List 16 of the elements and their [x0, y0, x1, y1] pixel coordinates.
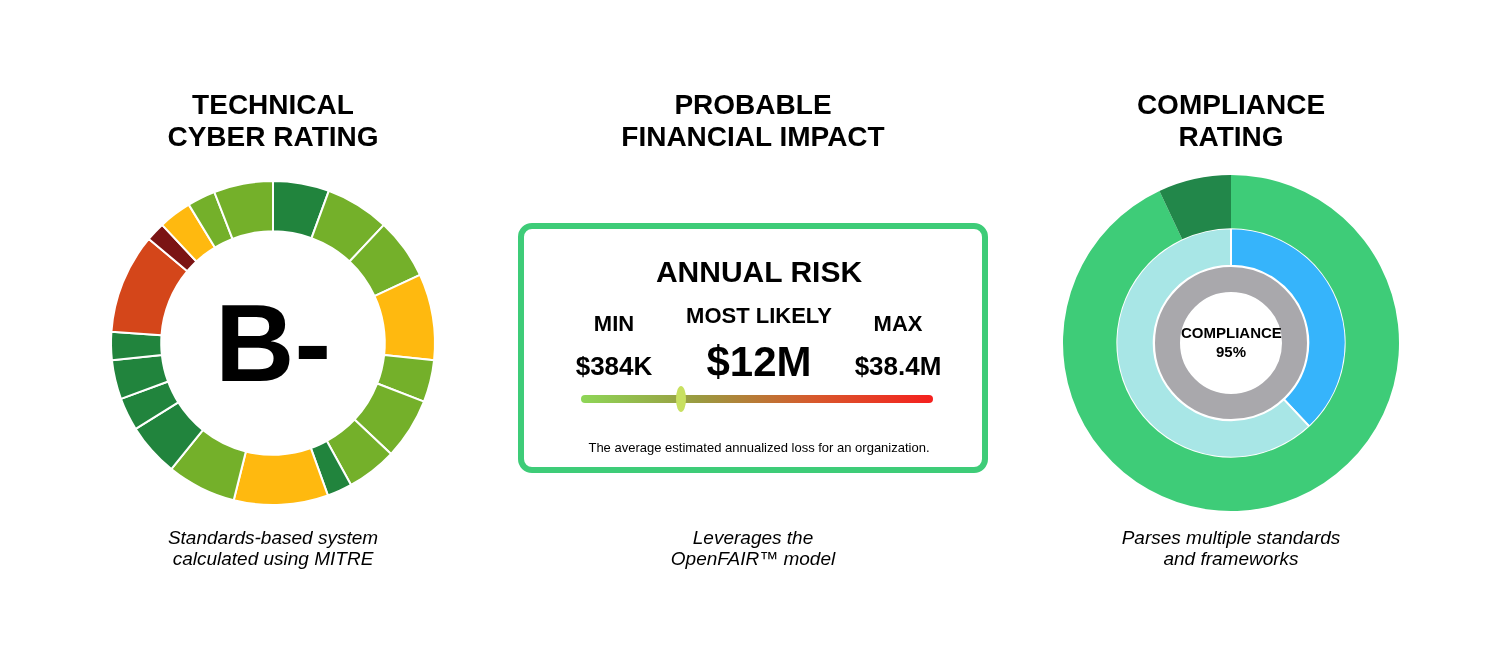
- text: Standards-based system calculated using MITRE: [166, 527, 380, 570]
- text: MIN: [593, 311, 635, 337]
- text: Parses multiple standards and frameworks: [1120, 527, 1342, 570]
- text: $12M: [706, 338, 812, 386]
- text: $384K: [575, 350, 653, 382]
- text: COMPLIANCE 95%: [1181, 324, 1282, 362]
- text: MOST LIKELY: [686, 303, 832, 329]
- chart-title: TECHNICAL CYBER RATING: [166, 88, 380, 154]
- text: B-: [214, 281, 332, 404]
- text: Leverages the OpenFAIR™ model: [669, 527, 837, 570]
- text: $38.4M: [854, 350, 942, 382]
- text: The average estimated annualized loss for an organization.: [588, 439, 930, 455]
- chart-title: COMPLIANCE RATING: [1135, 88, 1327, 154]
- text: PROBABLE FINANCIAL IMPACT: [620, 88, 886, 154]
- text: ANNUAL RISK: [655, 255, 863, 289]
- text: MAX: [873, 311, 923, 337]
